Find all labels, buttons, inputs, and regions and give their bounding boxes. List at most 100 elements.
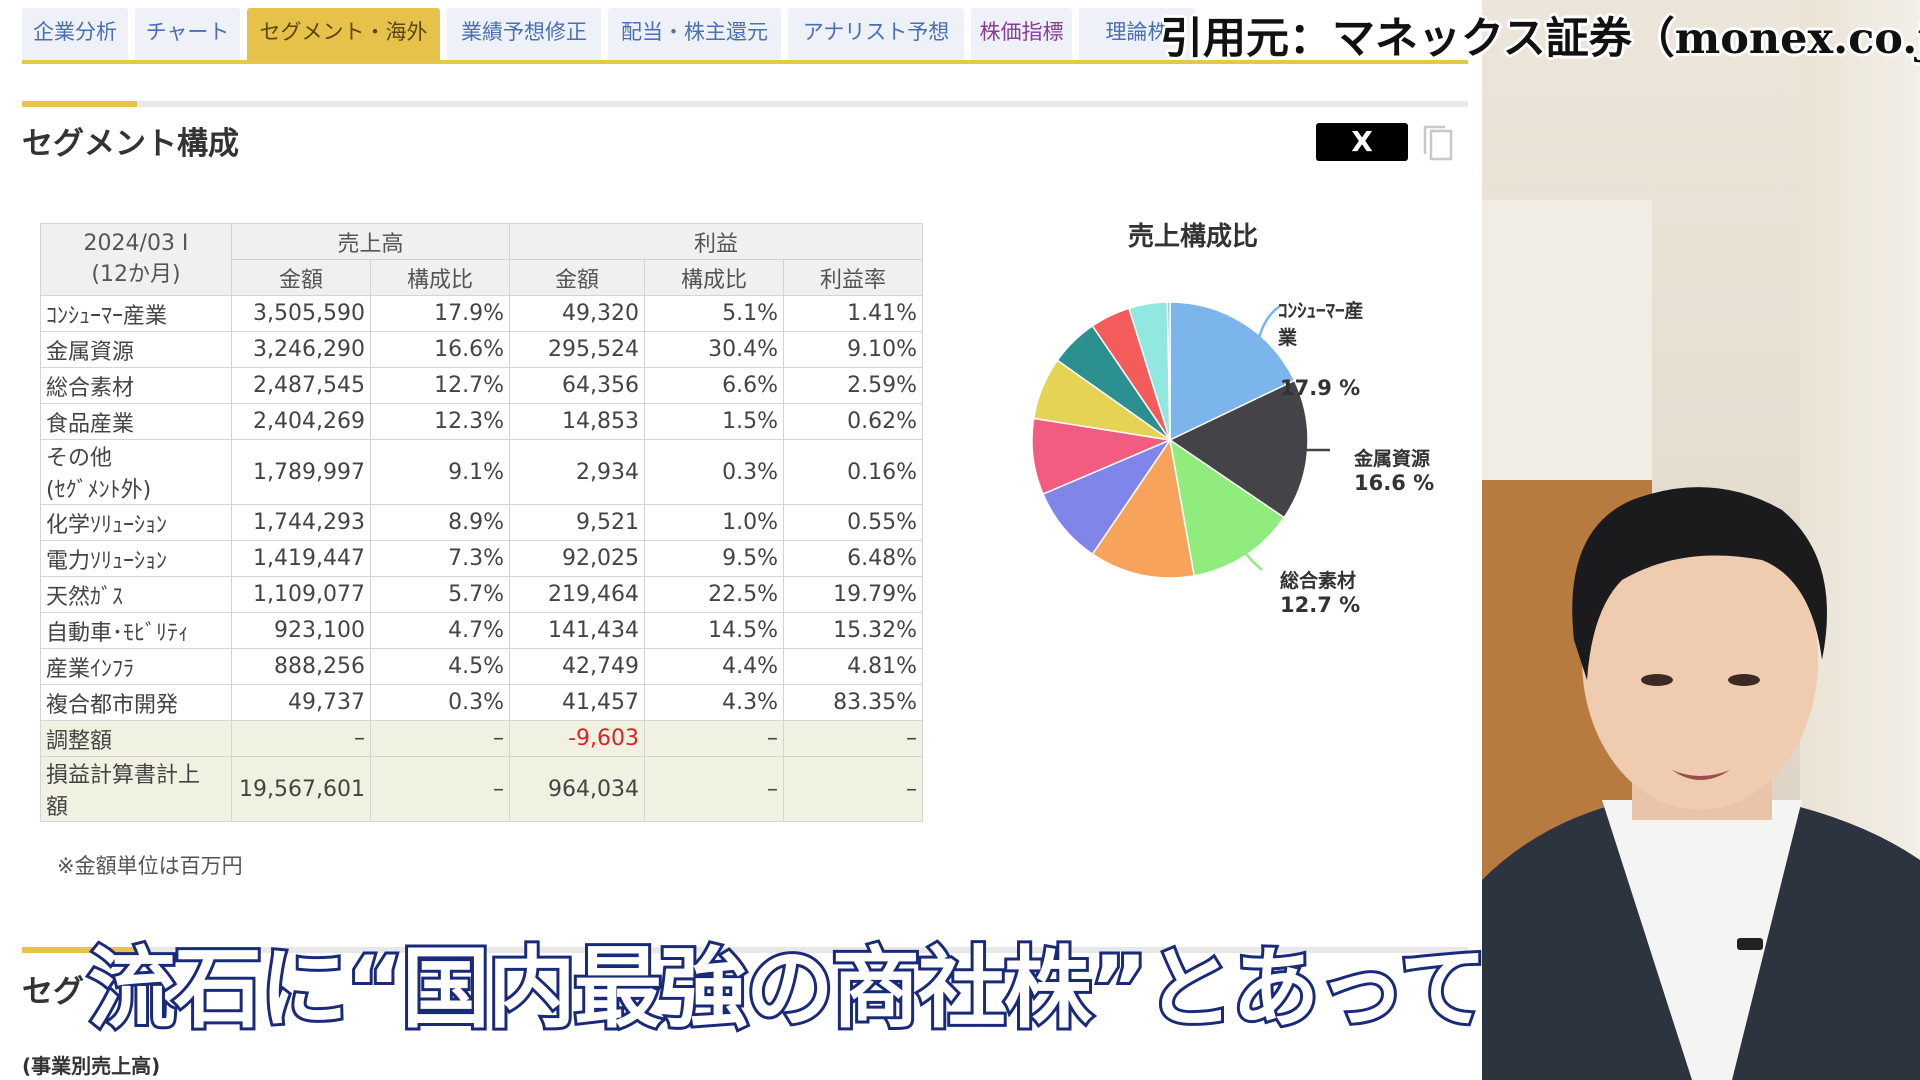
cell-margin: – [783,756,923,822]
cell-margin: 6.48% [783,540,923,577]
share-x-button[interactable]: X [1316,123,1408,161]
segment-table: 2024/03 I (12か月) 売上高 利益 金額 構成比 金額 構成比 利益… [40,223,923,822]
cell-profit: -9,603 [509,720,645,757]
table-row: 複合都市開発 49,737 0.3% 41,457 4.3% 83.35% [40,684,923,721]
cell-sales: 1,789,997 [231,439,371,505]
pie-label-consumer-pct: 17.9 % [1280,376,1361,400]
segment-name: 自動車･ﾓﾋﾞﾘﾃｨ [40,612,232,649]
cell-sales-ratio: 5.7% [370,576,510,613]
cell-sales-ratio: 9.1% [370,439,510,505]
table-row: 総合素材 2,487,545 12.7% 64,356 6.6% 2.59% [40,367,923,404]
segment-name-line1: 総合素材 [46,375,135,401]
segment-name-line1: 天然ｶﾞｽ [46,584,124,610]
segment-name-line1: 自動車･ﾓﾋﾞﾘﾃｨ [46,620,190,646]
cell-sales-ratio: – [370,756,510,822]
cell-margin: 83.35% [783,684,923,721]
pie-leader-line-0 [1256,305,1281,344]
table-row: 損益計算書計上額 19,567,601–964,034– – [40,756,923,822]
cell-profit: 41,457 [509,684,645,721]
cell-sales: 49,737 [231,684,371,721]
cell-sales-ratio: 7.3% [370,540,510,577]
table-row: 産業ｲﾝﾌﾗ 888,256 4.5% 42,749 4.4% 4.81% [40,648,923,685]
segment-name: 産業ｲﾝﾌﾗ [40,648,232,685]
pie-slice-0 [1169,301,1296,442]
cell-sales-ratio: 17.9% [370,295,510,332]
cell-profit-ratio: 22.5% [644,576,784,613]
cell-profit-ratio: 30.4% [644,331,784,368]
segment-name: 食品産業 [40,403,232,440]
sales-group-header: 売上高 [231,223,510,260]
pie-title: 売上構成比 [1128,222,1259,252]
cell-profit: 295,524 [509,331,645,368]
segment-name-line2: 額 [46,795,69,820]
pie-label-metal-name: 金属資源 [1354,448,1431,470]
segment-name: 金属資源 [40,331,232,368]
tab-2[interactable]: セグメント・海外 [247,8,440,60]
table-row: 電力ｿﾘｭｰｼｮﾝ 1,419,447 7.3% 92,025 9.5% 6.48% [40,540,923,577]
tab-6[interactable]: 株価指標 [971,8,1072,60]
period-line1: 2024/03 I [83,231,189,256]
cell-sales: 888,256 [231,648,371,685]
copy-icon[interactable] [1422,124,1454,162]
col-sales-amount: 金額 [231,259,371,296]
table-row: 調整額 – – -9,603– – [40,720,923,757]
tab-0[interactable]: 企業分析 [22,8,128,60]
cell-profit: 92,025 [509,540,645,577]
cell-profit: 42,749 [509,648,645,685]
cell-profit: 14,853 [509,403,645,440]
tab-5[interactable]: アナリスト予想 [788,8,964,60]
segment-name-line1: 損益計算書計上 [46,763,201,788]
period-line2: (12か月) [91,262,181,287]
presenter-video [1482,0,1920,1080]
col-margin: 利益率 [783,259,923,296]
cell-sales-ratio: – [370,720,510,757]
table-row: その他 (ｾｸﾞﾒﾝﾄ外) 1,789,997 9.1% 2,934 0.3% 0.16% [40,439,923,505]
col-profit-amount: 金額 [509,259,645,296]
source-caption: 引用元：マネックス証券（monex.co.jp） [1160,14,1920,64]
cell-profit-ratio: – [644,756,784,822]
video-subtitle: 流石に“国内最強の商社株”とあって [85,934,1490,1043]
table-row: ｺﾝｼｭｰﾏｰ産業 3,505,590 17.9% 49,320 5.1% 1.41% [40,295,923,332]
cell-sales-ratio: 12.7% [370,367,510,404]
cell-margin: – [783,720,923,757]
cell-profit-ratio: 9.5% [644,540,784,577]
cell-profit-ratio: 1.5% [644,403,784,440]
cell-sales-ratio: 0.3% [370,684,510,721]
tab-7[interactable]: 理論株 [1079,8,1195,60]
segment-name: 電力ｿﾘｭｰｼｮﾝ [40,540,232,577]
pie-slice-10 [1166,301,1171,441]
cell-profit-ratio: – [644,720,784,757]
cell-margin: 0.16% [783,439,923,505]
cell-sales-ratio: 8.9% [370,504,510,541]
segment-name-line1: 複合都市開発 [46,692,179,718]
tab-4[interactable]: 配当・株主還元 [608,8,781,60]
cell-profit-ratio: 4.3% [644,684,784,721]
cell-sales: 1,744,293 [231,504,371,541]
segment-name: 損益計算書計上額 [40,756,232,822]
segment-name-line1: ｺﾝｼｭｰﾏｰ産業 [46,303,168,329]
cell-profit: 9,521 [509,504,645,541]
table-row: 金属資源 3,246,290 16.6% 295,524 30.4% 9.10% [40,331,923,368]
cell-sales: 19,567,601 [231,756,371,822]
tab-3[interactable]: 業績予想修正 [447,8,601,60]
cell-profit: 64,356 [509,367,645,404]
cell-profit-ratio: 1.0% [644,504,784,541]
cell-margin: 15.32% [783,612,923,649]
cell-sales: 1,419,447 [231,540,371,577]
segment-name: 総合素材 [40,367,232,404]
segment-name-line2: (ｾｸﾞﾒﾝﾄ外) [46,478,152,503]
cell-sales: 3,505,590 [231,295,371,332]
pie-slice-2 [1168,438,1286,577]
table-row: 自動車･ﾓﾋﾞﾘﾃｨ 923,100 4.7% 141,434 14.5% 15.32% [40,612,923,649]
cell-sales: 923,100 [231,612,371,649]
pie-label-materials: 総合素材 12.7 % [1280,566,1360,617]
segment-name-line1: 金属資源 [46,339,135,365]
cell-profit-ratio: 0.3% [644,439,784,505]
segment-name: 天然ｶﾞｽ [40,576,232,613]
tab-1[interactable]: チャート [135,8,240,60]
pie-slice-4 [1042,438,1173,556]
cell-profit-ratio: 6.6% [644,367,784,404]
segment-name-line1: 電力ｿﾘｭｰｼｮﾝ [46,548,168,574]
table-row: 天然ｶﾞｽ 1,109,077 5.7% 219,464 22.5% 19.79% [40,576,923,613]
pie-label-materials-name: 総合素材 [1280,570,1357,592]
